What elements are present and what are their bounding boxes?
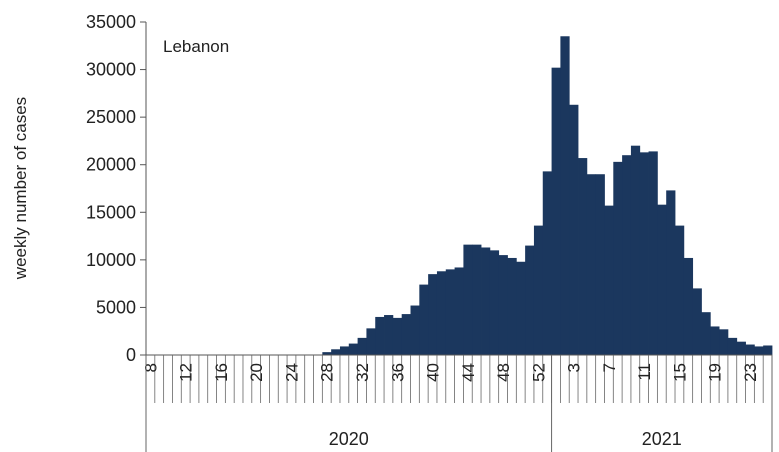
x-axis: 8 12 16 20 24 28 32 36 40 44 48 52 3 7 11 15 19 23 2020 202… [141, 354, 773, 452]
bar [578, 158, 588, 355]
x-tick-label: 23 [741, 363, 760, 382]
bar [657, 204, 667, 355]
bar [675, 225, 685, 355]
bar [348, 343, 359, 355]
bar [410, 305, 420, 355]
x-tick-label: 20 [247, 363, 266, 382]
bar [692, 288, 702, 355]
bar [727, 337, 738, 355]
bar [392, 317, 403, 355]
bar [366, 328, 376, 355]
year-label-2020: 2020 [329, 429, 369, 449]
bar [630, 145, 641, 355]
bar [419, 284, 429, 355]
bar [622, 155, 632, 355]
x-tick-label: 8 [141, 363, 160, 372]
bar [648, 151, 658, 355]
x-tick-label: 44 [459, 363, 478, 382]
bar [586, 174, 597, 355]
bar [595, 174, 605, 355]
bar [560, 36, 570, 356]
bar [454, 267, 464, 355]
year-label-2021: 2021 [642, 429, 682, 449]
bar [375, 316, 385, 355]
bar [666, 190, 676, 355]
bar [516, 261, 526, 355]
bar [683, 257, 694, 355]
bar [710, 326, 720, 355]
bar [569, 104, 579, 355]
bar [357, 337, 367, 355]
y-tick-label: 35000 [86, 12, 136, 32]
bar [736, 341, 746, 355]
bar [428, 274, 438, 355]
x-tick-label: 32 [353, 363, 372, 382]
bar [384, 315, 394, 355]
bar [498, 255, 508, 355]
bar [445, 269, 455, 355]
y-tick-label: 0 [126, 345, 136, 365]
bar [551, 67, 561, 355]
bar [745, 344, 755, 355]
bar [701, 312, 711, 355]
x-tick-label: 24 [282, 363, 301, 382]
y-tick-label: 15000 [86, 202, 136, 222]
x-tick-label: 40 [424, 363, 443, 382]
bar [463, 244, 473, 355]
bar [507, 257, 517, 355]
bar [533, 225, 544, 355]
x-tick-label: 52 [529, 363, 548, 382]
y-tick-label: 25000 [86, 107, 136, 127]
bar [754, 346, 764, 355]
bar [322, 352, 332, 355]
x-tick-label: 19 [706, 363, 725, 382]
bar [481, 247, 491, 355]
y-tick-label: 10000 [86, 250, 136, 270]
country-annotation: Lebanon [163, 37, 229, 56]
bar [763, 345, 773, 355]
x-tick-label: 11 [635, 363, 654, 381]
x-tick-label: 3 [565, 363, 584, 372]
x-tick-label: 36 [388, 363, 407, 382]
bar [339, 346, 350, 355]
bar [604, 205, 614, 355]
x-tick-label: 15 [670, 363, 689, 382]
bar [719, 329, 729, 355]
bar [401, 314, 411, 355]
bar [436, 271, 447, 355]
bar [489, 250, 500, 355]
x-tick-label: 16 [212, 363, 231, 382]
bar [525, 245, 535, 355]
y-tick-label: 30000 [86, 60, 136, 80]
y-tick-label: 20000 [86, 155, 136, 175]
x-tick-label: 48 [494, 363, 513, 382]
x-tick-label: 12 [177, 363, 196, 382]
x-tick-label: 7 [600, 363, 619, 372]
y-tick-label: 5000 [96, 297, 136, 317]
y-axis: 0 5000 10000 15000 20000 25000 30000 35000 [86, 12, 147, 365]
bars [322, 36, 773, 356]
bar [331, 349, 341, 355]
x-tick-label: 28 [318, 363, 337, 382]
bar [472, 244, 482, 355]
y-axis-label: weekly number of cases [11, 97, 30, 280]
bar [639, 152, 649, 355]
bar [613, 161, 623, 355]
bar [542, 171, 552, 355]
